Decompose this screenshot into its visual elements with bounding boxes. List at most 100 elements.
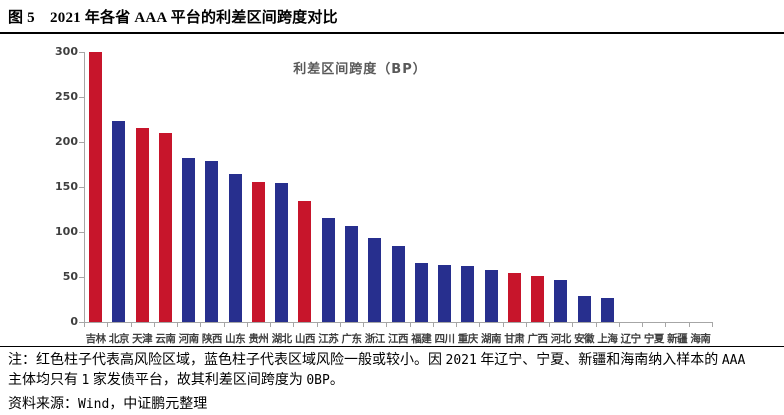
x-axis-category-label: 北京 (108, 333, 130, 345)
x-axis-category-label: 天津 (132, 333, 153, 345)
x-axis-category-label: 贵州 (248, 333, 269, 345)
y-axis-tick-label: 50 (62, 270, 78, 283)
bar (298, 201, 312, 322)
x-axis-category-label: 江西 (387, 333, 409, 345)
x-axis-category-label: 甘肃 (504, 333, 525, 345)
bar (461, 266, 475, 322)
bar (228, 174, 242, 322)
x-axis-tick-mark (246, 323, 248, 327)
x-axis-category-label: 重庆 (457, 333, 479, 345)
x-axis-tick-mark (502, 323, 504, 327)
x-axis-category-label: 辽宁 (620, 333, 642, 345)
bar (89, 52, 103, 322)
note-divider-line (0, 346, 784, 347)
x-axis-tick-mark (223, 323, 225, 327)
x-axis-category-label: 湖南 (481, 333, 502, 345)
bar (251, 181, 265, 322)
x-axis-tick-mark (84, 323, 85, 327)
x-axis-tick-mark (712, 323, 713, 327)
footnote-line-2: 主体均只有 1 家发债平台，故其利差区间跨度为 0BP。 (8, 373, 344, 388)
x-axis-tick-mark (386, 323, 388, 327)
chart-legend-label: 利差区间跨度（BP） (293, 62, 427, 77)
y-axis-tick-label: 0 (70, 315, 78, 328)
x-axis-tick-mark (595, 323, 597, 327)
x-axis-category-label: 湖北 (271, 333, 293, 345)
x-axis-tick-mark (200, 323, 202, 327)
y-axis-tick-label: 150 (55, 180, 78, 193)
bar (391, 246, 405, 322)
x-axis-category-label: 吉林 (85, 333, 107, 345)
x-axis-tick-mark (363, 323, 365, 327)
x-axis-tick-mark (688, 323, 690, 327)
x-axis-category-label: 福建 (411, 333, 432, 345)
bar (112, 121, 126, 322)
x-axis-category-label: 河北 (550, 333, 572, 345)
x-axis-tick-mark (177, 323, 179, 327)
bar (577, 295, 591, 322)
x-axis-tick-mark (153, 323, 155, 327)
x-axis-tick-mark (107, 323, 109, 327)
plot-area (84, 52, 713, 323)
x-axis-tick-mark (130, 323, 132, 327)
bar (182, 158, 196, 322)
y-axis-tick-mark (79, 276, 84, 278)
y-axis-tick-mark (79, 231, 84, 233)
bar (321, 217, 335, 322)
footnote-line-1: 注：红色柱子代表高风险区域，蓝色柱子代表区域风险一般或较小。因 2021 年辽宁… (8, 353, 746, 368)
x-axis-category-label: 山东 (225, 333, 246, 345)
x-axis-category-label: 四川 (434, 333, 456, 345)
x-axis-tick-mark (409, 323, 411, 327)
bar (344, 225, 358, 322)
title-divider-line (0, 32, 784, 34)
source-text: 资料来源：Wind，中证鹏元整理 (8, 397, 208, 412)
bar (554, 279, 568, 322)
bar (531, 276, 545, 322)
x-axis-category-label: 浙江 (364, 333, 386, 345)
x-axis-tick-mark (270, 323, 272, 327)
x-axis-tick-mark (479, 323, 481, 327)
x-axis-tick-mark (618, 323, 620, 327)
x-axis-category-label: 河南 (178, 333, 200, 345)
bar (135, 127, 149, 322)
bar (507, 273, 521, 322)
x-axis-tick-mark (456, 323, 458, 327)
page-title: 图 5 2021 年各省 AAA 平台的利差区间跨度对比 (8, 10, 338, 26)
bar (158, 133, 172, 322)
bar (600, 297, 614, 322)
y-axis-tick-label: 300 (55, 45, 78, 58)
x-axis-category-label: 广东 (341, 333, 362, 345)
bar (368, 238, 382, 322)
y-axis-tick-mark (79, 51, 84, 53)
bar (275, 182, 289, 322)
y-axis-tick-label: 100 (55, 225, 78, 238)
bar (484, 269, 498, 322)
bar (414, 262, 428, 322)
x-axis-category-label: 山西 (294, 333, 316, 345)
y-axis-tick-mark (79, 186, 84, 188)
x-axis-tick-mark (525, 323, 527, 327)
y-axis-tick-label: 250 (55, 90, 78, 103)
x-axis-tick-mark (432, 323, 434, 327)
x-axis-tick-mark (339, 323, 341, 327)
x-axis-tick-mark (572, 323, 574, 327)
bar (438, 265, 452, 322)
x-axis-tick-mark (316, 323, 318, 327)
x-axis-category-label: 江苏 (318, 333, 339, 345)
x-axis-tick-mark (549, 323, 551, 327)
y-axis-tick-mark (79, 96, 84, 98)
x-axis-tick-mark (293, 323, 295, 327)
x-axis-category-label: 新疆 (667, 333, 688, 345)
x-axis-tick-mark (642, 323, 644, 327)
x-axis-category-label: 陕西 (201, 333, 223, 345)
x-axis-tick-mark (665, 323, 667, 327)
x-axis-category-label: 广西 (527, 333, 549, 345)
x-axis-category-label: 安徽 (574, 333, 595, 345)
bar-chart: 利差区间跨度（BP） 0 50 100 150 200 250 300 吉林 北京 天津 云南 河南陕… (55, 45, 713, 345)
x-axis-category-label: 宁夏 (643, 333, 665, 345)
y-axis-tick-label: 200 (55, 135, 78, 148)
footnote-block: 注：红色柱子代表高风险区域，蓝色柱子代表区域风险一般或较小。因 2021 年辽宁… (8, 351, 778, 391)
y-axis-tick-mark (79, 141, 84, 143)
x-axis-category-label: 上海 (597, 333, 618, 345)
y-axis-tick-mark (79, 321, 84, 323)
